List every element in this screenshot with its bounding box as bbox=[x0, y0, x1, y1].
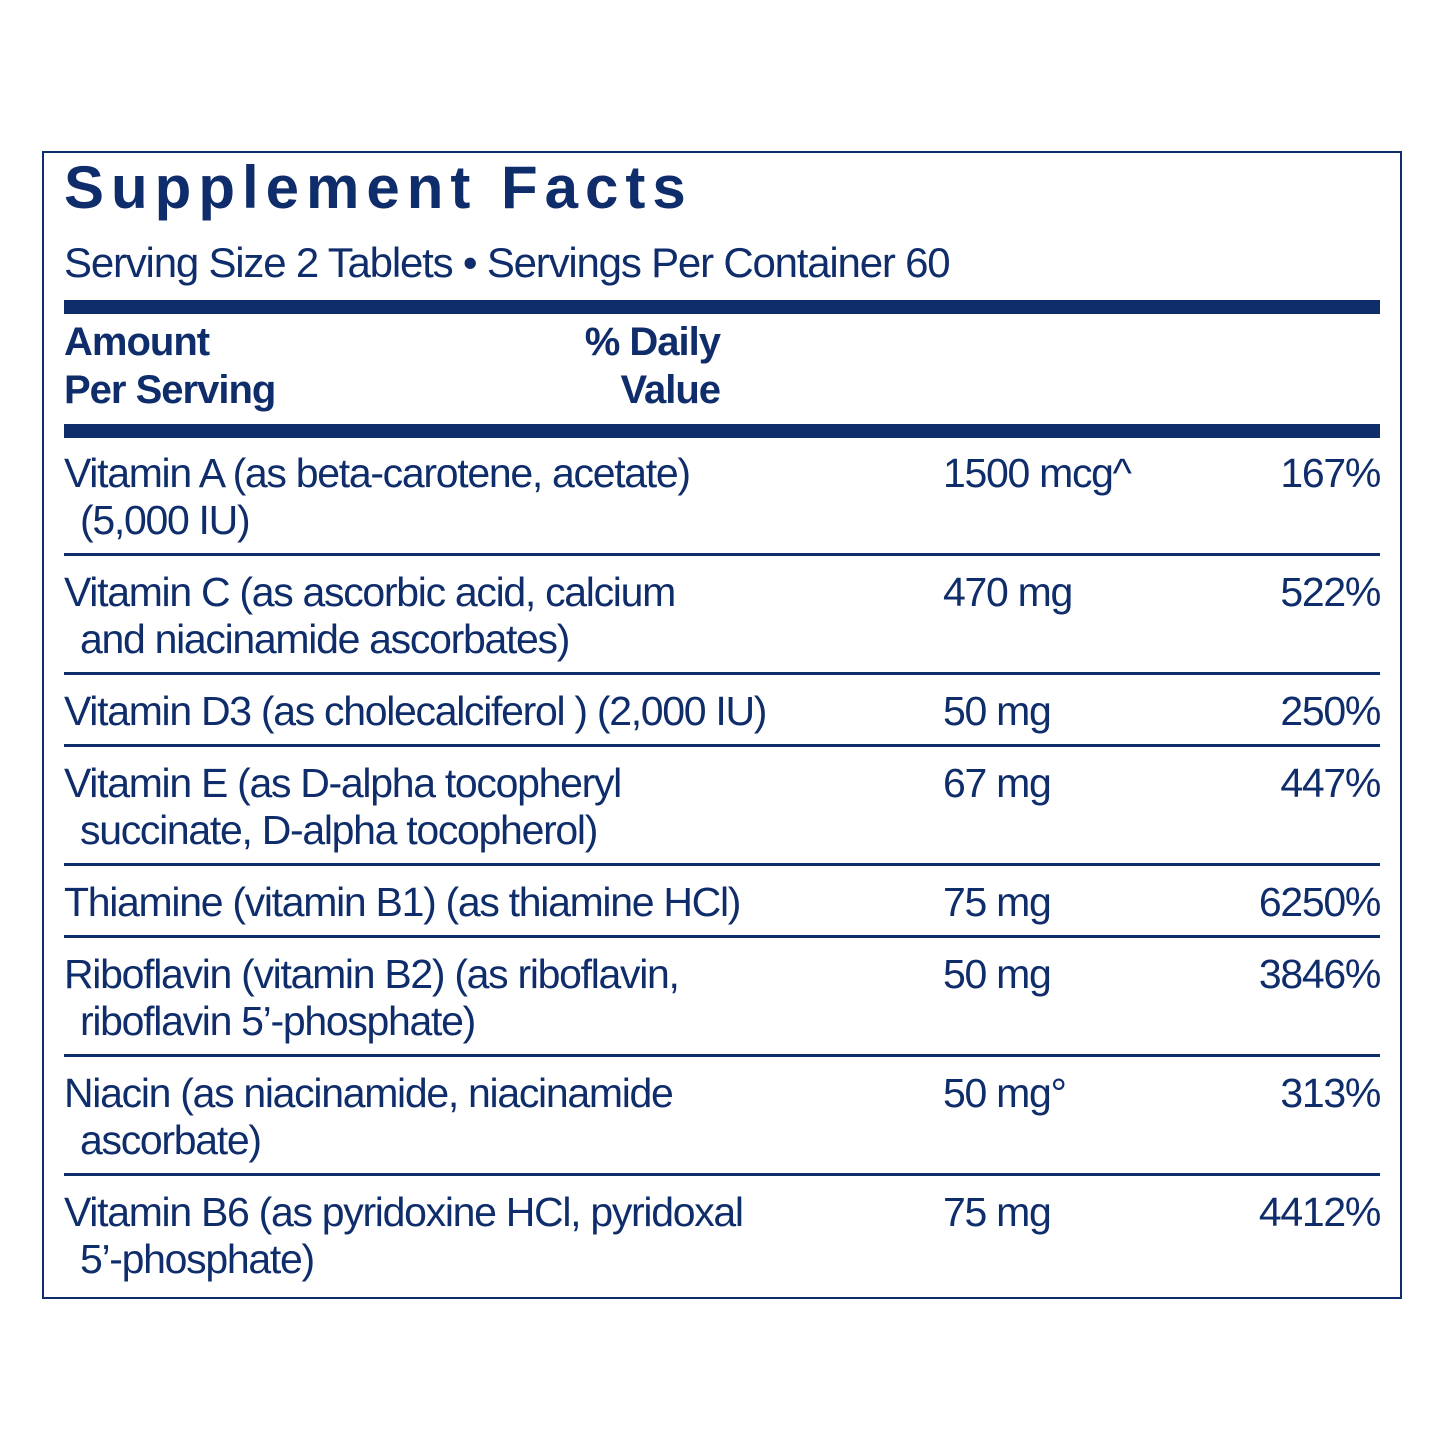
nutrient-name: Vitamin A (as beta-carotene, acetate) bbox=[64, 450, 691, 496]
thick-divider-header bbox=[64, 424, 1380, 438]
nutrient-daily-value: 6250% bbox=[1258, 879, 1381, 925]
nutrient-daily-value: 447% bbox=[1280, 760, 1381, 806]
nutrient-name: Thiamine (vitamin B1) (as thiamine HCl) bbox=[64, 879, 741, 925]
supplement-facts-panel bbox=[42, 151, 1402, 1299]
header-amount-line1: Amount bbox=[64, 320, 210, 364]
nutrient-amount: 470 mg bbox=[943, 569, 1073, 615]
nutrient-row: Vitamin A (as beta-carotene, acetate) (5,… bbox=[64, 437, 1381, 556]
nutrient-daily-value: 522% bbox=[1280, 569, 1381, 615]
nutrient-name-continued: succinate, D-alpha tocopherol) bbox=[80, 807, 598, 853]
header-dv-line2: Value bbox=[620, 368, 721, 412]
nutrient-name-continued: ascorbate) bbox=[80, 1117, 262, 1163]
nutrient-amount: 67 mg bbox=[943, 760, 1052, 806]
header-dv-line1: % Daily bbox=[584, 320, 721, 364]
nutrient-amount: 50 mg bbox=[943, 951, 1052, 997]
nutrient-row: Riboflavin (vitamin B2) (as riboflavin, r… bbox=[64, 938, 1381, 1057]
nutrient-daily-value: 250% bbox=[1280, 688, 1381, 734]
nutrient-amount: 75 mg bbox=[943, 879, 1052, 925]
nutrient-name-continued: and niacinamide ascorbates) bbox=[80, 616, 570, 662]
nutrient-daily-value: 3846% bbox=[1258, 951, 1381, 997]
header-amount-line2: Per Serving bbox=[64, 368, 276, 412]
nutrient-amount: 50 mg° bbox=[943, 1070, 1067, 1116]
nutrient-daily-value: 4412% bbox=[1258, 1189, 1381, 1235]
nutrient-amount: 50 mg bbox=[943, 688, 1052, 734]
nutrient-row: Vitamin C (as ascorbic acid, calcium and … bbox=[64, 556, 1381, 675]
serving-info: Serving Size 2 Tablets • Servings Per Co… bbox=[64, 239, 951, 286]
nutrient-name: Vitamin E (as D-alpha tocopheryl bbox=[64, 760, 622, 806]
nutrient-row: Vitamin D3 (as cholecalciferol ) (2,000 … bbox=[64, 675, 1381, 747]
nutrient-name-continued: 5’-phosphate) bbox=[80, 1236, 315, 1282]
nutrient-name: Niacin (as niacinamide, niacinamide bbox=[64, 1070, 674, 1116]
nutrient-name: Vitamin D3 (as cholecalciferol ) (2,000 … bbox=[64, 688, 767, 734]
thick-divider-top bbox=[64, 300, 1380, 314]
nutrient-name: Vitamin C (as ascorbic acid, calcium bbox=[64, 569, 676, 615]
nutrient-name-continued: riboflavin 5’-phosphate) bbox=[80, 998, 476, 1044]
nutrient-daily-value: 167% bbox=[1280, 450, 1381, 496]
panel-title: Supplement Facts bbox=[64, 154, 693, 221]
nutrient-row: Niacin (as niacinamide, niacinamide ascor… bbox=[64, 1057, 1381, 1176]
nutrient-row: Vitamin E (as D-alpha tocopheryl succinat… bbox=[64, 747, 1381, 866]
nutrient-row: Vitamin B6 (as pyridoxine HCl, pyridoxal… bbox=[64, 1176, 1381, 1292]
nutrient-amount: 1500 mcg^ bbox=[943, 450, 1132, 496]
nutrient-amount: 75 mg bbox=[943, 1189, 1052, 1235]
nutrient-name: Vitamin B6 (as pyridoxine HCl, pyridoxal bbox=[64, 1189, 744, 1235]
nutrient-table: Vitamin A (as beta-carotene, acetate) (5,… bbox=[64, 437, 1381, 1292]
nutrient-name: Riboflavin (vitamin B2) (as riboflavin, bbox=[64, 951, 680, 997]
nutrient-daily-value: 313% bbox=[1280, 1070, 1381, 1116]
nutrient-name-continued: (5,000 IU) bbox=[80, 497, 251, 543]
nutrient-row: Thiamine (vitamin B1) (as thiamine HCl) 7… bbox=[64, 866, 1381, 938]
